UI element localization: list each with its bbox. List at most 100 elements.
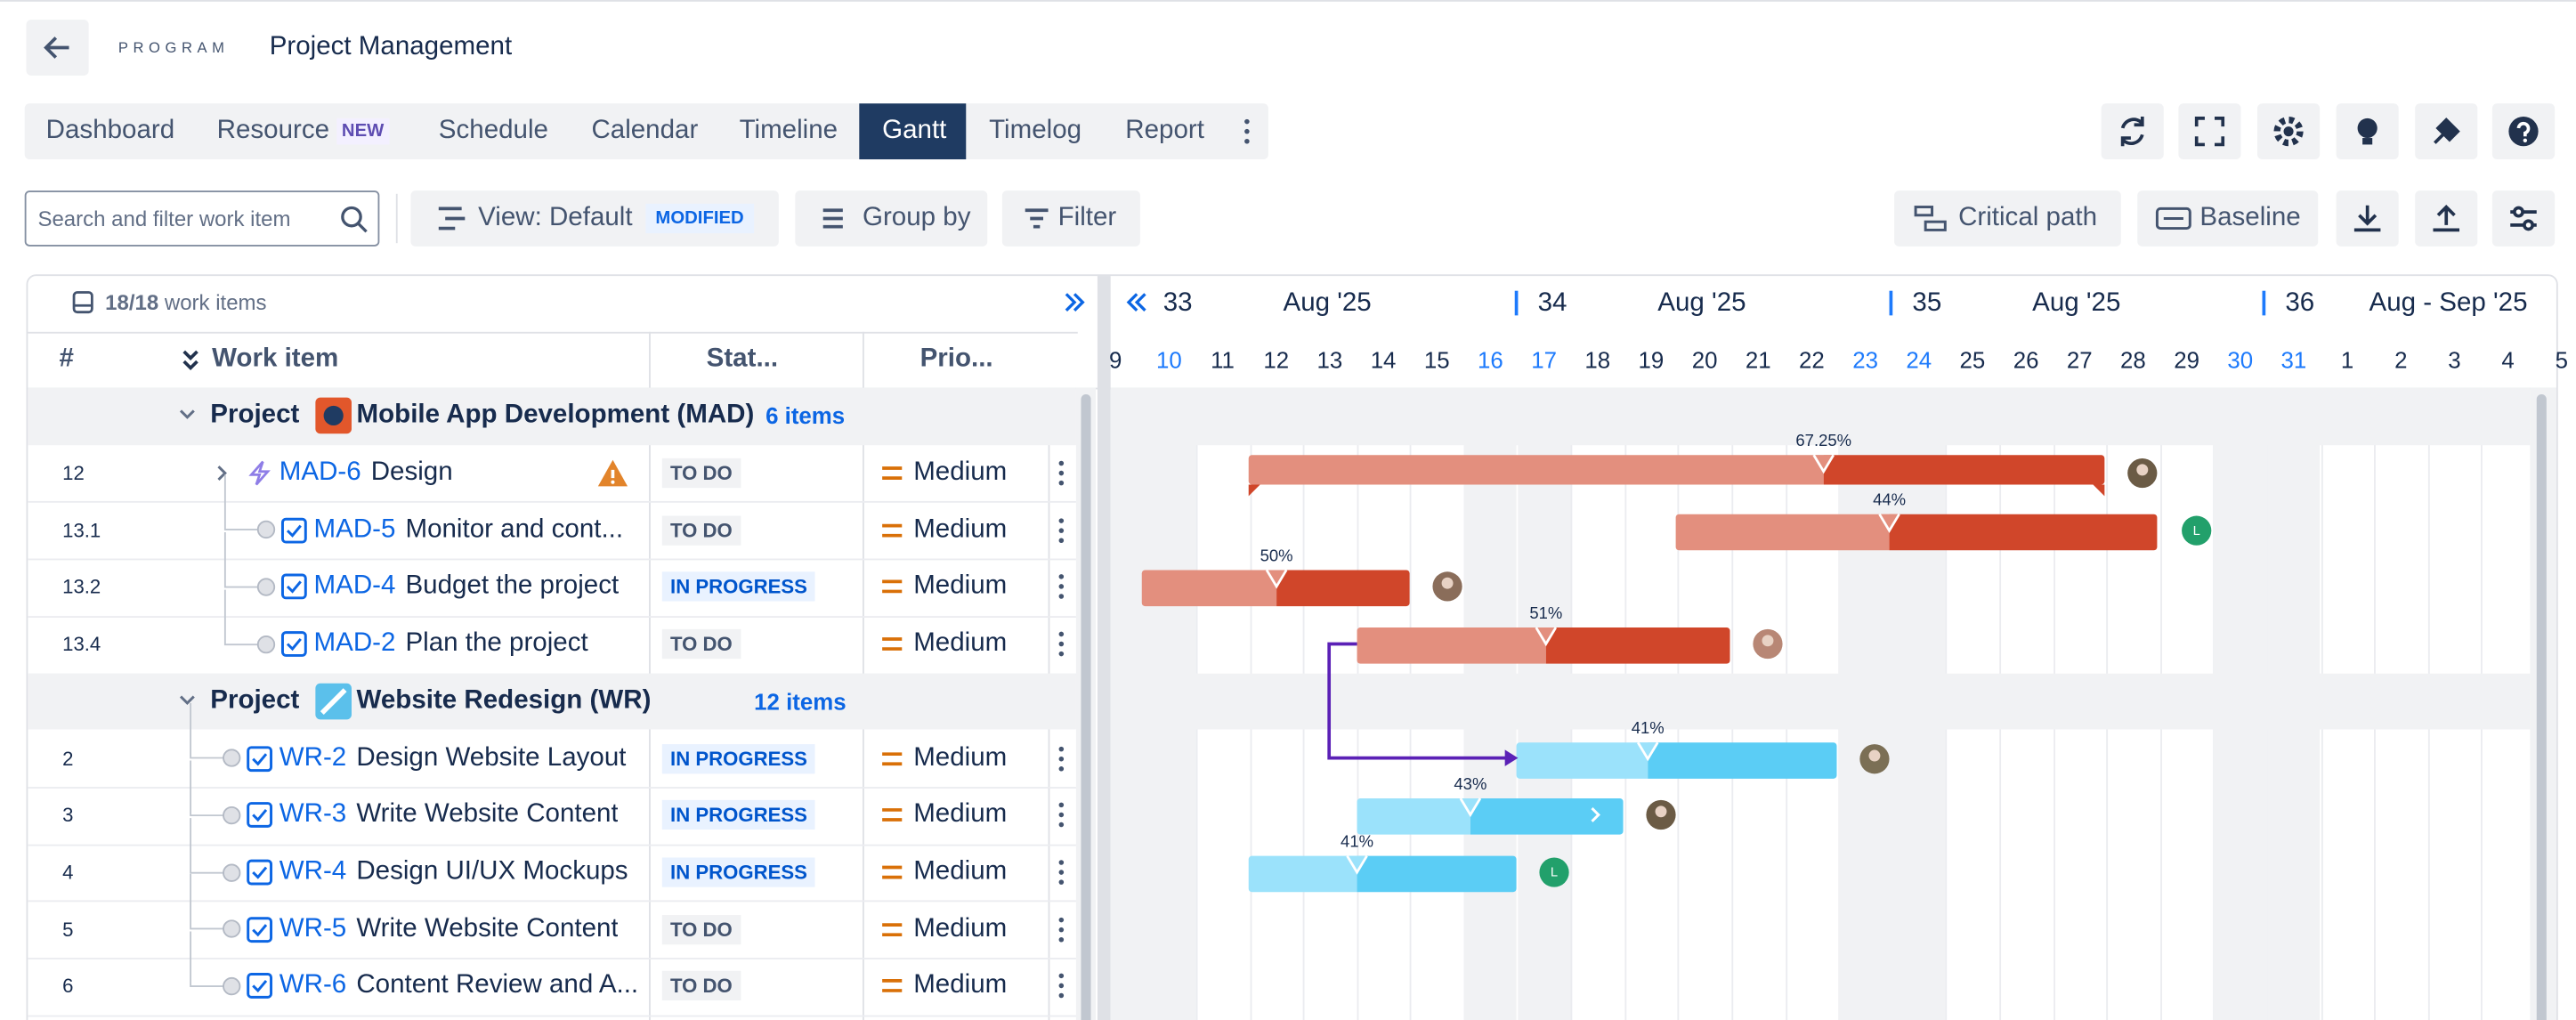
tree-line xyxy=(223,589,276,653)
status-lozenge: TO DO xyxy=(661,515,741,546)
row-menu[interactable] xyxy=(1057,574,1066,601)
week-number: 34 xyxy=(1537,288,1567,318)
view-settings-button[interactable] xyxy=(2491,190,2556,247)
view-badge: MODIFIED xyxy=(645,203,754,234)
day-label: 21 xyxy=(1745,346,1771,373)
timeline-scroll-thumb[interactable] xyxy=(2536,393,2547,1020)
tabs-more[interactable] xyxy=(1241,115,1254,148)
priority-label: Medium xyxy=(913,743,1008,772)
tab[interactable]: Calendar xyxy=(591,117,699,145)
tab[interactable]: Dashboard xyxy=(45,117,175,145)
row-menu[interactable] xyxy=(1057,460,1066,487)
filter-button[interactable] xyxy=(1001,190,1140,247)
item-key[interactable]: WR-2 xyxy=(279,743,347,772)
priority-icon xyxy=(882,466,903,481)
row-line xyxy=(28,501,1076,504)
priority-label: Medium xyxy=(913,914,1008,943)
row-line xyxy=(28,900,1076,903)
baseline-icon xyxy=(2155,206,2191,231)
item-key[interactable]: WR-4 xyxy=(279,857,347,886)
row-menu[interactable] xyxy=(1057,802,1066,829)
item-key[interactable]: WR-3 xyxy=(279,800,347,829)
group-row-timeline xyxy=(1110,672,2531,730)
priority-label: Medium xyxy=(913,572,1008,601)
row-number: 3 xyxy=(62,804,74,827)
priority-icon xyxy=(882,637,903,652)
critical-path-button[interactable] xyxy=(1894,190,2121,247)
timeline-back[interactable] xyxy=(1126,293,1146,312)
top-border xyxy=(0,0,2576,2)
expand-all[interactable] xyxy=(181,348,200,371)
row-line xyxy=(28,615,1076,618)
bar-done[interactable] xyxy=(1141,571,1277,607)
bar-done[interactable] xyxy=(1675,514,1890,550)
avatar xyxy=(1753,629,1783,660)
group-row-timeline xyxy=(1110,387,2531,445)
tree-line xyxy=(190,703,241,768)
progress-marker xyxy=(1535,627,1558,647)
fullscreen-button[interactable] xyxy=(2178,103,2241,160)
item-key[interactable]: WR-6 xyxy=(279,971,347,1000)
tab[interactable]: Resource xyxy=(216,117,330,145)
row-menu[interactable] xyxy=(1057,745,1066,772)
group-toggle[interactable] xyxy=(179,694,195,708)
bar-done[interactable] xyxy=(1248,455,1824,485)
group-count: 6 items xyxy=(766,402,846,430)
tab[interactable]: Timeline xyxy=(739,117,838,145)
bar-done[interactable] xyxy=(1516,741,1648,779)
tab[interactable]: Schedule xyxy=(438,117,548,145)
row-line xyxy=(28,558,1076,561)
item-title: Content Review and A... xyxy=(356,971,639,1000)
item-key[interactable]: MAD-2 xyxy=(313,629,396,658)
download-icon xyxy=(2353,205,2381,232)
row-menu[interactable] xyxy=(1057,517,1066,544)
row-menu[interactable] xyxy=(1057,859,1066,886)
bar-more[interactable] xyxy=(1591,807,1604,823)
priority-icon xyxy=(882,580,903,595)
group-name: Mobile App Development (MAD) xyxy=(356,401,755,430)
search-box[interactable] xyxy=(24,190,380,247)
row-menu[interactable] xyxy=(1057,916,1066,943)
row-number: 13.2 xyxy=(62,575,101,599)
item-key[interactable]: WR-5 xyxy=(279,914,347,943)
bar-remaining[interactable] xyxy=(1889,514,2158,550)
row-menu[interactable] xyxy=(1057,973,1066,1000)
bar-done[interactable] xyxy=(1357,627,1546,664)
grid-scroll-thumb[interactable] xyxy=(1081,393,1091,1020)
bar-remaining[interactable] xyxy=(1823,455,2105,485)
active-tab[interactable] xyxy=(859,103,967,160)
bar-remaining[interactable] xyxy=(1648,741,1837,779)
item-key[interactable]: MAD-6 xyxy=(279,458,361,487)
bar-remaining[interactable] xyxy=(1276,571,1410,607)
splitter[interactable] xyxy=(1097,276,1111,1020)
day-label: 22 xyxy=(1799,346,1825,373)
priority-icon xyxy=(882,751,903,765)
bar-remaining[interactable] xyxy=(1545,627,1730,664)
progress-label: 67.25% xyxy=(1795,433,1852,451)
bar-done[interactable] xyxy=(1357,798,1470,836)
bar-remaining[interactable] xyxy=(1357,855,1517,893)
tab[interactable]: Gantt xyxy=(882,117,947,145)
item-key[interactable]: MAD-4 xyxy=(313,572,396,601)
group-toggle[interactable] xyxy=(179,409,195,423)
sync-button[interactable] xyxy=(2101,103,2164,160)
collapse-grid[interactable] xyxy=(1063,293,1086,312)
group-label: Project xyxy=(210,401,300,430)
item-title: Budget the project xyxy=(405,572,620,601)
avatar-initial: L xyxy=(2192,522,2200,538)
search-icon xyxy=(341,206,368,233)
row-line xyxy=(28,786,1076,789)
tab[interactable]: Timelog xyxy=(989,117,1082,145)
settings-icon xyxy=(2273,117,2304,147)
week-number: 33 xyxy=(1162,288,1193,318)
bar-done[interactable] xyxy=(1248,855,1357,893)
task-icon xyxy=(280,574,307,601)
tree-line xyxy=(190,760,241,825)
row-toggle[interactable] xyxy=(217,465,231,482)
summary-tips xyxy=(1248,484,2105,497)
back-button[interactable] xyxy=(26,20,89,76)
item-key[interactable]: MAD-5 xyxy=(313,515,396,544)
progress-marker xyxy=(1265,570,1288,590)
row-menu[interactable] xyxy=(1057,631,1066,658)
tab[interactable]: Report xyxy=(1125,117,1204,145)
